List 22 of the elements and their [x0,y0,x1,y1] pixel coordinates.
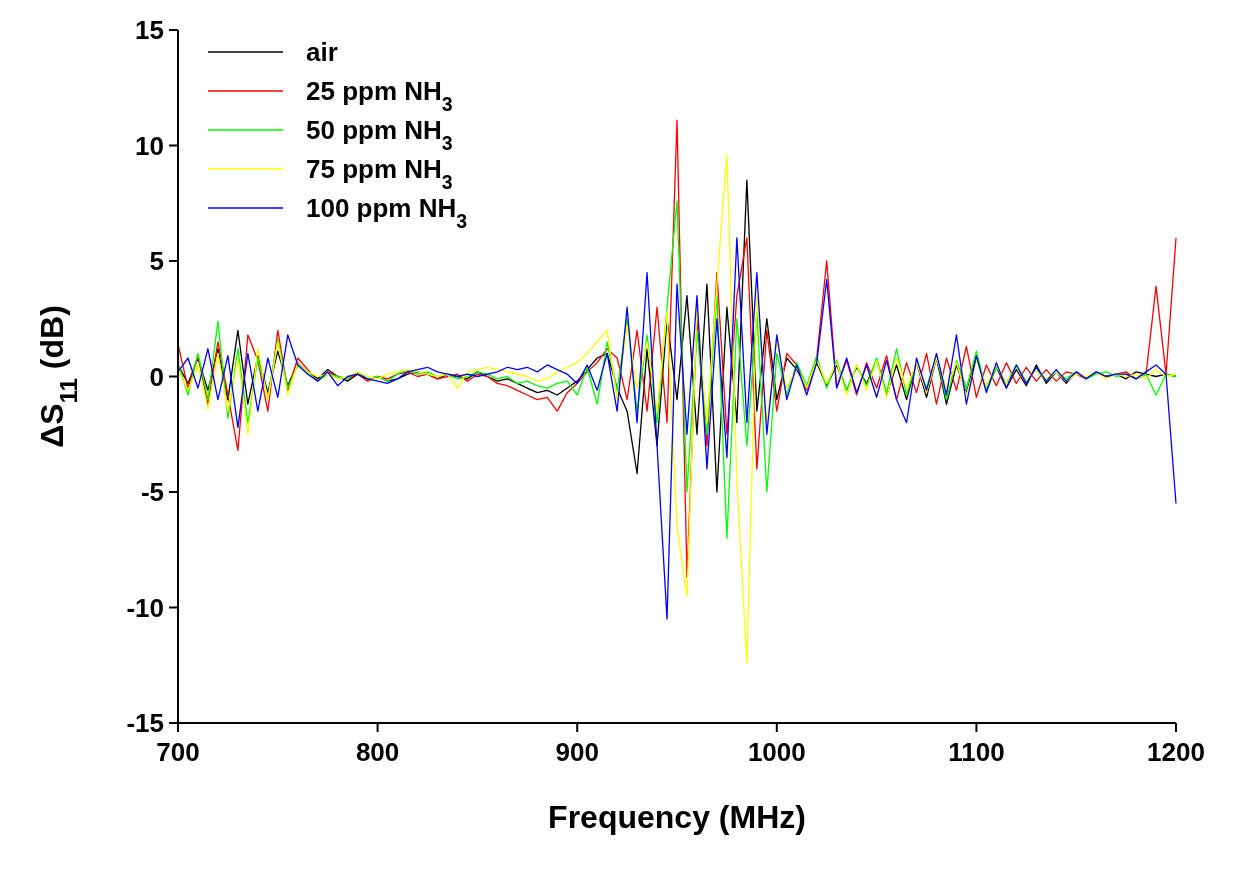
x-tick-label: 1200 [1147,737,1205,767]
y-tick-label: 15 [135,15,164,46]
y-tick-label: 5 [149,246,164,277]
legend-label: 100 ppm NH$_{3}$ [306,193,468,233]
legend-label: 75 ppm NH$_{3}$ [306,154,453,194]
y-tick-label: 10 [135,130,164,161]
x-tick-label: 800 [355,737,400,767]
x-tick-label: 1000 [747,737,806,767]
line-series [177,200,1177,539]
x-tick-label: 900 [555,737,599,767]
x-axis-title: Frequency (MHz) [548,799,806,835]
legend-label: 50 ppm NH$_{3}$ [306,115,453,155]
legend-label: 25 ppm NH$_{3}$ [306,76,453,116]
line-series [177,237,1177,620]
line-series [177,154,1177,664]
y-tick-label: -15 [126,708,164,739]
y-tick-label: -10 [126,592,164,623]
legend-label: air [306,37,338,68]
y-tick-label: -5 [140,477,164,508]
y-tick-label: 0 [149,361,164,392]
x-tick-label: 700 [156,737,200,767]
x-tick-label: 1100 [948,737,1005,767]
